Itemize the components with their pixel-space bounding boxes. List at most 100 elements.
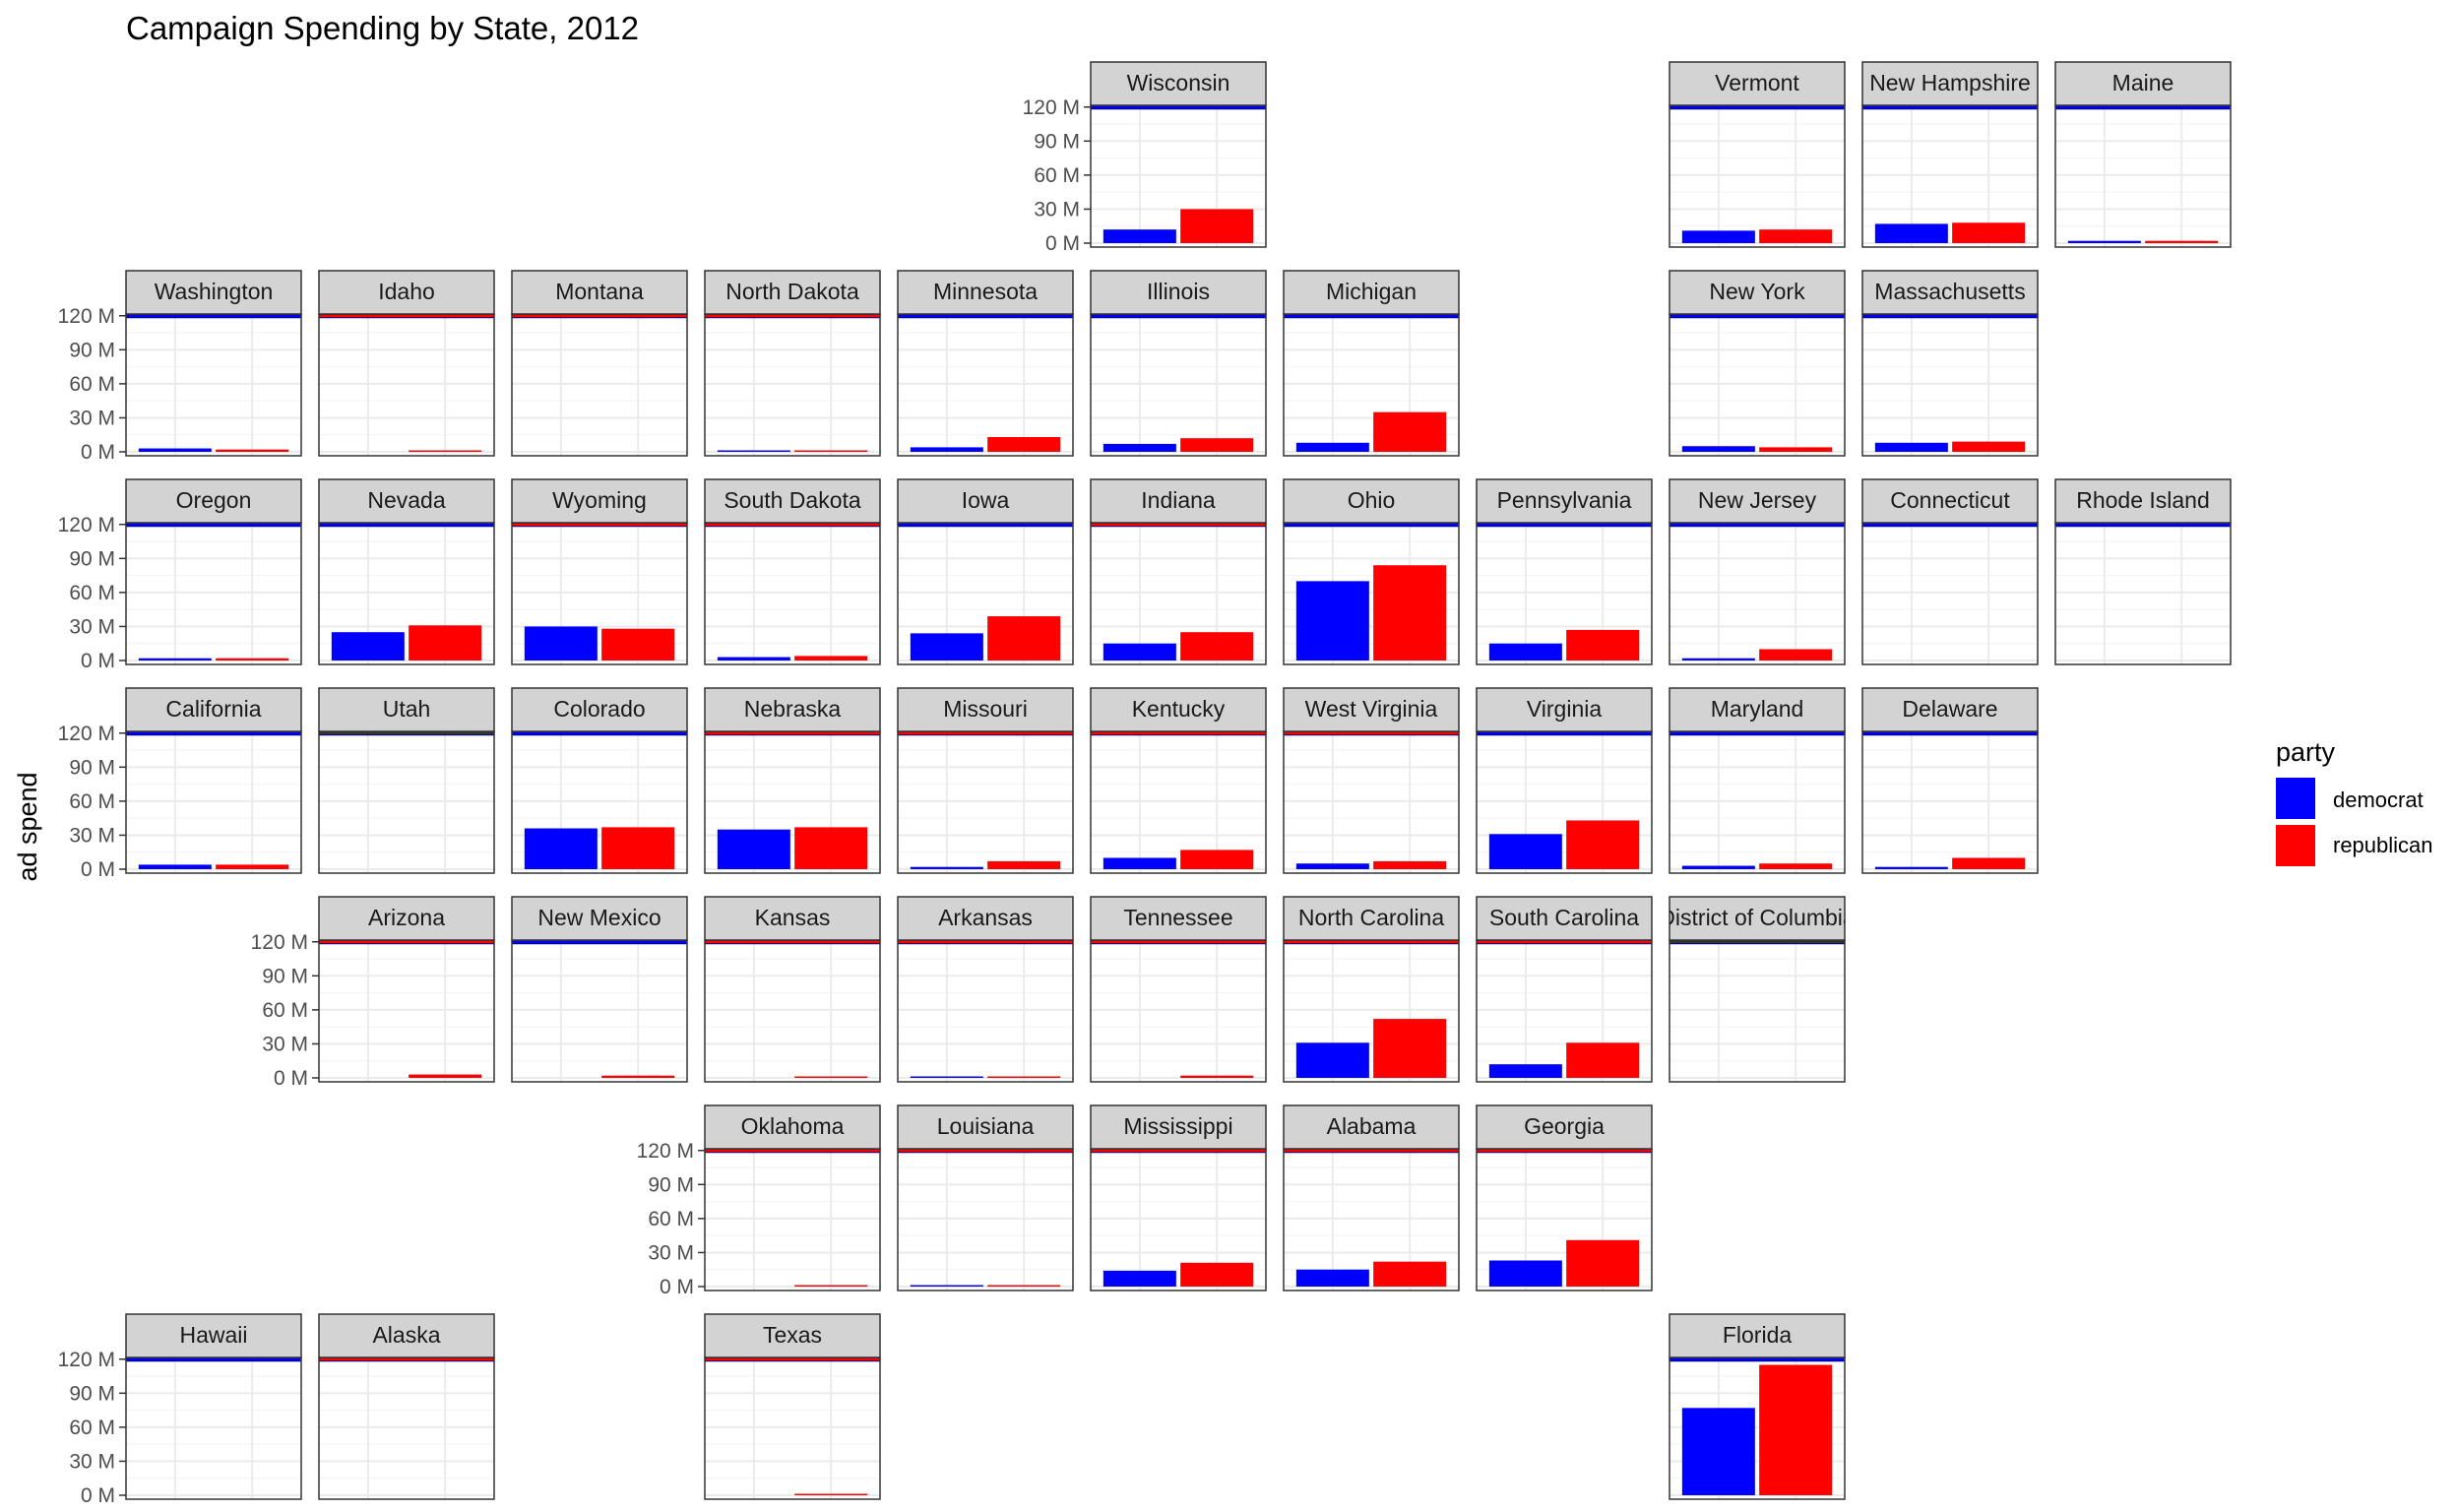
bar-illinois-republican xyxy=(1180,438,1254,452)
facet-label-new-hampshire: New Hampshire xyxy=(1869,70,2031,95)
legend-title: party xyxy=(2276,737,2336,767)
bar-new-hampshire-republican xyxy=(1952,222,2026,243)
facet-label-texas: Texas xyxy=(763,1322,822,1348)
panel-background xyxy=(1670,314,1845,456)
facet-label-wyoming: Wyoming xyxy=(552,487,647,513)
facet-label-colorado: Colorado xyxy=(553,696,645,722)
panel-background xyxy=(1670,940,1845,1082)
y-tick-label: 60 M xyxy=(69,373,115,396)
facet-panel-california: California 0 M 30 M 60 M 90 M 120 M xyxy=(58,687,302,881)
panel-background xyxy=(2055,105,2231,247)
facet-strip xyxy=(1861,61,2039,106)
facet-strip xyxy=(1090,478,1267,524)
bar-oregon-democrat xyxy=(138,658,212,661)
facet-strip xyxy=(704,1313,881,1358)
y-tick-label: 0 M xyxy=(81,441,115,464)
y-tick-label: 30 M xyxy=(69,407,115,429)
facet-panel-missouri: Missouri xyxy=(897,687,1074,874)
facet-panel-kansas: Kansas xyxy=(704,896,881,1083)
y-tick-label: 60 M xyxy=(262,999,308,1022)
bar-nevada-republican xyxy=(409,625,482,661)
panel-background xyxy=(126,1357,301,1499)
facet-strip xyxy=(1669,896,1846,941)
panel-background xyxy=(705,523,880,664)
facet-panel-tennessee: Tennessee xyxy=(1090,896,1267,1083)
bar-louisiana-democrat xyxy=(910,1285,983,1287)
facet-panel-massachusetts: Massachusetts xyxy=(1861,270,2039,457)
facet-strip xyxy=(1090,270,1267,315)
facet-label-virginia: Virginia xyxy=(1527,696,1602,722)
bar-massachusetts-democrat xyxy=(1874,442,1948,452)
bar-new-york-republican xyxy=(1759,447,1833,452)
facet-strip xyxy=(511,687,688,732)
bar-virginia-democrat xyxy=(1488,834,1562,869)
facet-strip xyxy=(1861,687,2039,732)
facet-strip xyxy=(125,687,302,732)
bar-georgia-republican xyxy=(1566,1239,1640,1287)
facet-label-north-carolina: North Carolina xyxy=(1298,905,1444,930)
facet-strip xyxy=(704,270,881,315)
bar-missouri-democrat xyxy=(910,866,983,869)
bar-indiana-republican xyxy=(1180,632,1254,661)
bar-west-virginia-republican xyxy=(1373,860,1447,869)
facet-strip xyxy=(1669,61,1846,106)
legend-key-democrat xyxy=(2276,778,2315,819)
facet-label-vermont: Vermont xyxy=(1715,70,1799,95)
facet-panel-alaska: Alaska xyxy=(318,1313,495,1500)
facet-label-oregon: Oregon xyxy=(176,487,252,513)
facet-strip xyxy=(1476,1104,1653,1150)
facet-label-hawaii: Hawaii xyxy=(179,1322,247,1348)
facet-label-south-carolina: South Carolina xyxy=(1489,905,1639,930)
facet-label-alaska: Alaska xyxy=(372,1322,440,1348)
facet-strip xyxy=(2054,478,2232,524)
facet-strip xyxy=(704,687,881,732)
facet-label-arizona: Arizona xyxy=(368,905,445,930)
facet-label-new-mexico: New Mexico xyxy=(537,905,661,930)
y-tick-label: 30 M xyxy=(262,1033,308,1055)
facet-strip xyxy=(1283,270,1460,315)
y-tick-label: 60 M xyxy=(69,790,115,813)
y-tick-label: 30 M xyxy=(1034,198,1080,220)
facet-label-massachusetts: Massachusetts xyxy=(1874,279,2025,304)
bar-alabama-democrat xyxy=(1295,1269,1369,1287)
y-tick-label: 30 M xyxy=(69,824,115,847)
bar-south-carolina-democrat xyxy=(1488,1064,1562,1078)
panel-background xyxy=(705,940,880,1082)
y-tick-label: 60 M xyxy=(1034,164,1080,187)
bar-delaware-republican xyxy=(1952,857,2026,869)
bar-pennsylvania-republican xyxy=(1566,629,1640,661)
facet-panel-vermont: Vermont xyxy=(1669,61,1846,248)
panel-background xyxy=(126,523,301,664)
bar-vermont-democrat xyxy=(1681,230,1755,243)
bar-florida-democrat xyxy=(1681,1408,1755,1495)
y-tick-label: 60 M xyxy=(69,1417,115,1439)
bar-arkansas-democrat xyxy=(910,1076,983,1078)
facet-panel-arizona: Arizona 0 M 30 M 60 M 90 M 120 M xyxy=(251,896,495,1090)
panel-background xyxy=(1091,731,1266,873)
bar-wisconsin-democrat xyxy=(1102,229,1176,243)
facet-panel-idaho: Idaho xyxy=(318,270,495,457)
facet-label-florida: Florida xyxy=(1723,1322,1793,1348)
y-tick-label: 0 M xyxy=(660,1276,694,1298)
panel-background xyxy=(1091,940,1266,1082)
facet-panel-maine: Maine xyxy=(2054,61,2232,248)
facet-strip xyxy=(1476,687,1653,732)
bar-illinois-democrat xyxy=(1102,443,1176,452)
bar-new-hampshire-democrat xyxy=(1874,223,1948,243)
bar-tennessee-republican xyxy=(1180,1075,1254,1078)
facet-strip xyxy=(897,687,1074,732)
facet-strip xyxy=(511,896,688,941)
facet-panel-new-jersey: New Jersey xyxy=(1669,478,1846,665)
facet-panel-indiana: Indiana xyxy=(1090,478,1267,665)
bar-oregon-republican xyxy=(216,658,289,661)
y-tick-label: 0 M xyxy=(81,650,115,672)
facet-label-utah: Utah xyxy=(383,696,431,722)
facet-panel-rhode-island: Rhode Island xyxy=(2054,478,2232,665)
bar-oklahoma-republican xyxy=(794,1285,868,1287)
facet-strip xyxy=(1283,478,1460,524)
facet-label-minnesota: Minnesota xyxy=(933,279,1038,304)
bar-idaho-republican xyxy=(409,450,482,452)
facet-strip xyxy=(704,896,881,941)
bar-north-dakota-democrat xyxy=(717,450,790,452)
facet-label-oklahoma: Oklahoma xyxy=(741,1113,845,1139)
